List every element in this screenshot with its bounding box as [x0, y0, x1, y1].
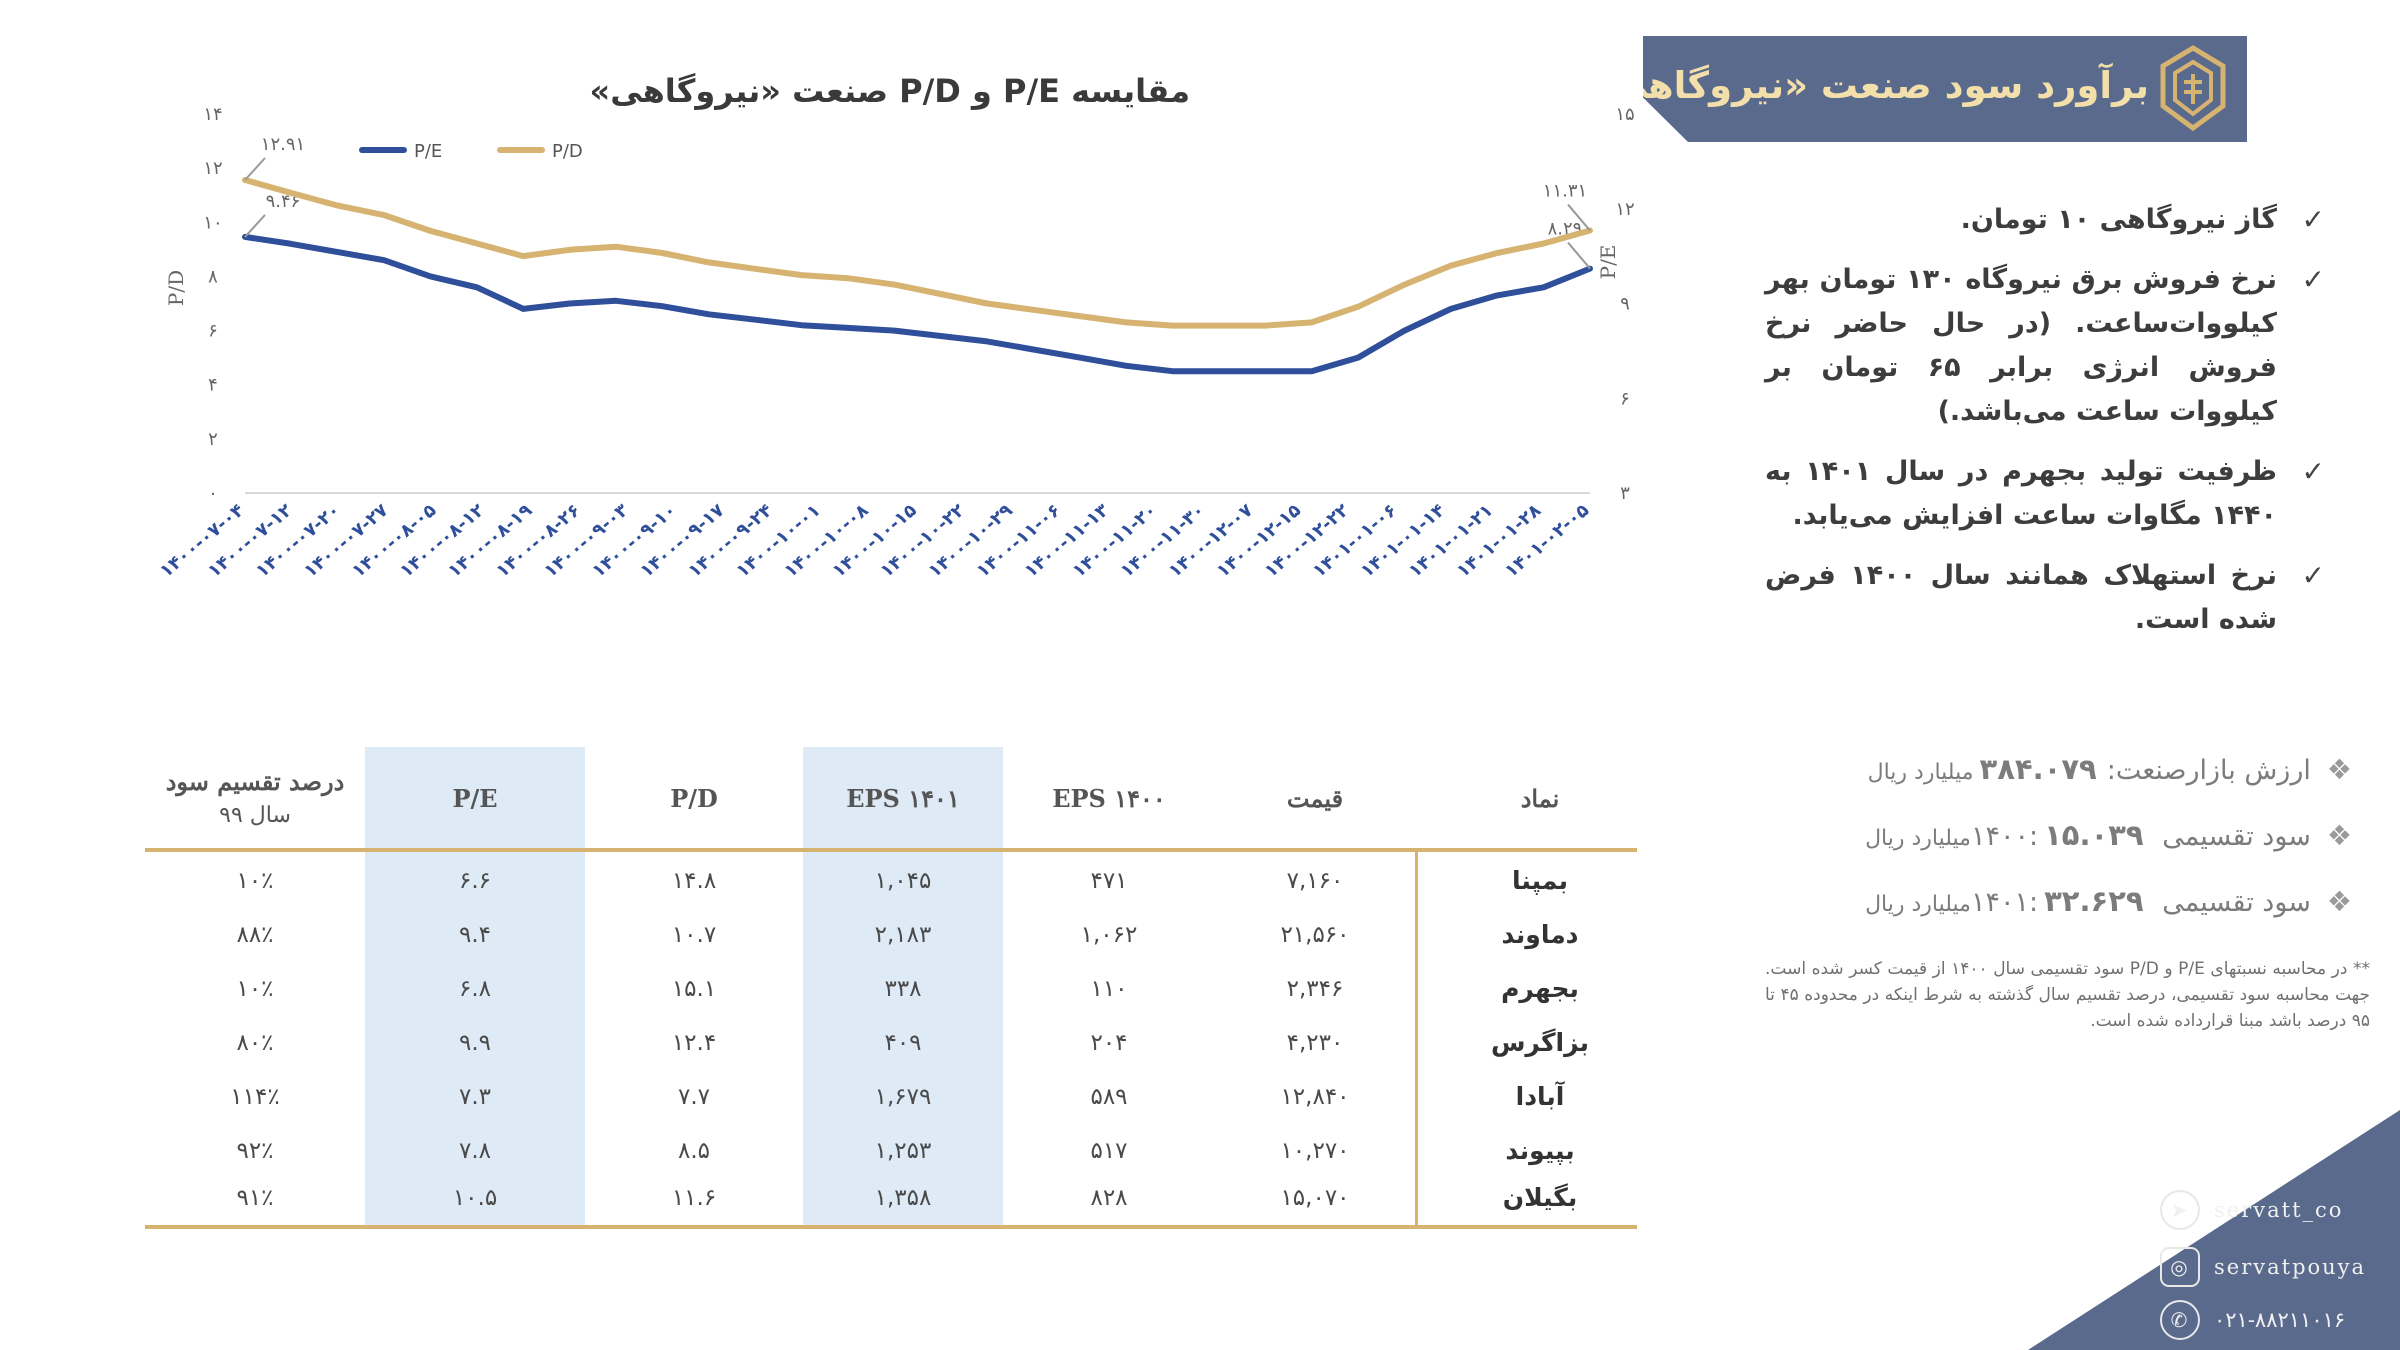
y-tick-right: ۹	[1620, 294, 1630, 315]
label-leader-line	[1567, 241, 1591, 270]
chart-title: مقایسه P/E و P/D صنعت «نیروگاهی»	[589, 72, 1190, 110]
checkmark-icon: ✓	[2301, 559, 2325, 592]
y-tick-left: ۲	[208, 429, 218, 450]
series-line-pe	[242, 233, 1593, 375]
table-row: بمپنا ۷,۱۶۰ ۴۷۱ ۱,۰۴۵ ۱۴.۸ ۶.۶ ۱۰٪	[236, 866, 1568, 895]
y-tick-left: ۰	[208, 483, 218, 504]
header-symbol: نماد	[1520, 783, 1560, 813]
y-tick-right: ۱۵	[1615, 104, 1634, 125]
header-banner: برآورد سود صنعت «نیروگاهی»	[1643, 36, 2247, 142]
y-tick-right: ۱۲	[1615, 199, 1634, 220]
y-axis-title-right: P/E	[1596, 245, 1620, 280]
checkmark-icon: ✓	[2301, 455, 2325, 488]
legend-label: P/D	[552, 141, 583, 162]
social-telegram[interactable]: ➤ servatt_co	[2160, 1187, 2343, 1233]
stat-market-value: ❖ارزش بازارصنعت:۳۸۴.۰۷۹میلیارد ریال	[1867, 752, 2352, 786]
list-item: ✓ نرخ فروش برق نیروگاه ۱۳۰ تومان بهر کیلو…	[1765, 258, 2325, 434]
header-price: قیمت	[1286, 783, 1344, 813]
symbol-column-separator	[1415, 852, 1418, 1225]
phone-icon: ✆	[2160, 1300, 2200, 1340]
table-row: بزاگرس ۴,۲۳۰ ۲۰۴ ۴۰۹ ۱۲.۴ ۹.۹ ۸۰٪	[236, 1028, 1590, 1057]
series-line-pd	[242, 177, 1593, 329]
header-pd: P/D	[670, 783, 718, 813]
checkmark-icon: ✓	[2301, 263, 2325, 296]
label-leader-line	[244, 214, 266, 238]
assumption-list: ✓ گاز نیروگاهی ۱۰ تومان. ✓ نرخ فروش برق نی…	[1765, 198, 2325, 658]
list-item: ✓ گاز نیروگاهی ۱۰ تومان.	[1765, 198, 2325, 242]
pe-column-highlight	[365, 747, 585, 1228]
y-tick-left: ۱۴	[203, 104, 222, 125]
y-tick-left: ۱۰	[203, 212, 222, 233]
table-header-rule	[145, 848, 1637, 852]
diamond-bullet-icon: ❖	[2326, 885, 2352, 918]
header-payout: درصد تقسیم سود سال ۹۹	[165, 766, 345, 828]
y-axis-title-left: P/D	[164, 270, 188, 306]
stat-dividend-1401: ❖سود تقسیمی ۱۴۰۱:۳۲.۶۲۹میلیارد ریال	[1865, 884, 2352, 918]
y-tick-right: ۳	[1620, 483, 1630, 504]
instagram-icon: ◎	[2160, 1247, 2200, 1287]
header-pe: P/E	[452, 783, 498, 813]
footnote: ** در محاسبه نسبتهای P/E و P/D سود تقسیم…	[1765, 959, 2370, 1031]
label-leader-line	[1567, 203, 1591, 232]
logo-icon	[2160, 45, 2226, 132]
legend-label: P/E	[414, 141, 442, 162]
list-item: ✓ نرخ استهلاک همانند سال ۱۴۰۰ فرض شده است…	[1765, 554, 2325, 642]
chart-area: مقایسه P/E و P/D صنعت «نیروگاهی» ۰ ۲ ۴ ۶ ۸ ۱۰…	[0, 0, 1640, 640]
eps1401-column-highlight	[803, 747, 1003, 1228]
table-row: آبادا ۱۲,۸۴۰ ۵۸۹ ۱,۶۷۹ ۷.۷ ۷.۳ ۱۱۴٪	[230, 1082, 1565, 1111]
y-tick-left: ۶	[208, 321, 218, 342]
y-tick-left: ۴	[208, 375, 218, 396]
y-tick-right: ۶	[1620, 388, 1630, 409]
social-phone[interactable]: ✆ ۰۲۱-۸۸۲۱۱۰۱۶	[2160, 1297, 2345, 1343]
telegram-icon: ➤	[2160, 1190, 2200, 1230]
y-tick-left: ۸	[208, 266, 218, 287]
line-chart: ۰۲۴۶۸۱۰۱۲۱۴۳۶۹۱۲۱۵P/DP/E۱۴۰۰-۰۷-۰۴۱۴۰۰-۰…	[156, 104, 1635, 582]
valuation-table: نماد قیمت EPS ۱۴۰۰ EPS ۱۴۰۱ P/D P/E درصد…	[145, 747, 1637, 1232]
table-row: بجهرم ۲,۳۴۶ ۱۱۰ ۳۳۸ ۱۵.۱ ۶.۸ ۱۰٪	[236, 974, 1579, 1003]
social-instagram[interactable]: ◎ servatpouya	[2160, 1244, 2366, 1290]
diamond-bullet-icon: ❖	[2326, 819, 2352, 852]
page-title: برآورد سود صنعت «نیروگاهی»	[1586, 64, 2149, 107]
table-row: بپیوند ۱۰,۲۷۰ ۵۱۷ ۱,۲۵۳ ۸.۵ ۷.۸ ۹۲٪	[236, 1136, 1575, 1165]
y-tick-left: ۱۲	[203, 158, 222, 179]
list-item: ✓ ظرفیت تولید بجهرم در سال ۱۴۰۱ به ۱۴۴۰ م…	[1765, 450, 2325, 538]
table-row: بگیلان ۱۵,۰۷۰ ۸۲۸ ۱,۳۵۸ ۱۱.۶ ۱۰.۵ ۹۱٪	[236, 1183, 1578, 1212]
diamond-bullet-icon: ❖	[2326, 753, 2352, 786]
label-leader-line	[244, 157, 266, 181]
checkmark-icon: ✓	[2301, 203, 2325, 236]
table-bottom-rule	[145, 1225, 1637, 1229]
table-row: دماوند ۲۱,۵۶۰ ۱,۰۶۲ ۲,۱۸۳ ۱۰.۷ ۹.۴ ۸۸٪	[236, 920, 1579, 949]
header-eps1401: EPS ۱۴۰۱	[846, 783, 960, 813]
stat-dividend-1400: ❖سود تقسیمی ۱۴۰۰:۱۵.۰۳۹میلیارد ریال	[1865, 818, 2352, 852]
data-label-end: ۱۱.۳۱	[1543, 181, 1587, 202]
data-label-start: ۱۲.۹۱	[261, 134, 305, 155]
header-eps1400: EPS ۱۴۰۰	[1052, 783, 1166, 813]
